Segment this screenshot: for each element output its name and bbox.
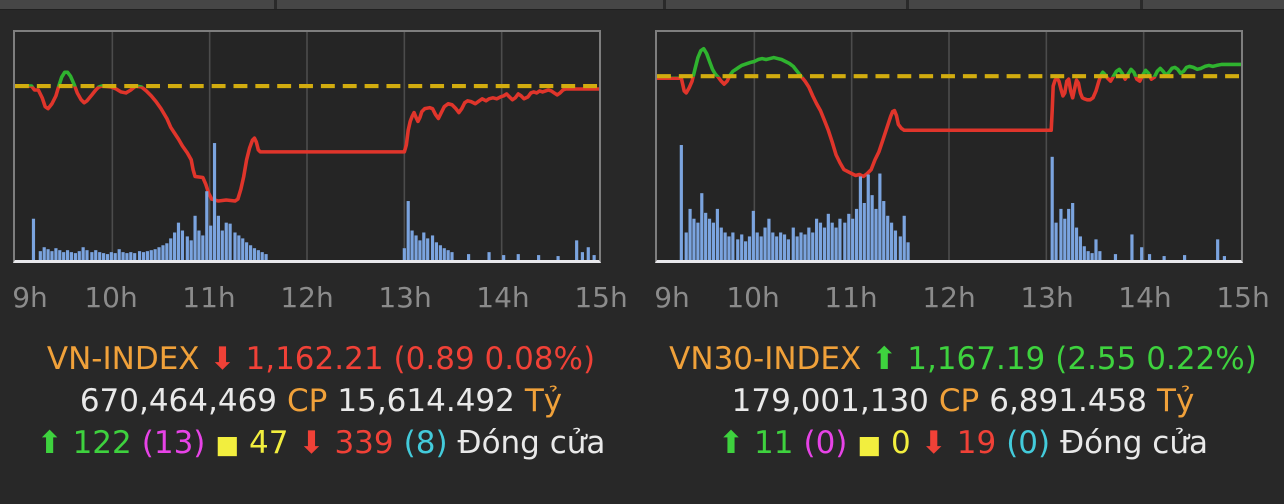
index-name: VN-INDEX	[46, 341, 200, 377]
time-tick-label: 14h	[476, 281, 530, 314]
time-tick-label: 14h	[1118, 281, 1172, 314]
time-tick-label: 10h	[84, 281, 138, 314]
ceiling-count: (0)	[803, 425, 848, 461]
vn30-index-panel: 9h 10h 11h 12h 13h 14h 15h VN30-INDEX ⬆ 1,167.19…	[642, 0, 1284, 504]
time-tick-label: 13h	[378, 281, 432, 314]
ceiling-count: (13)	[141, 425, 206, 461]
session-status: Đóng cửa	[1060, 425, 1208, 461]
total-shares: 179,001,130	[731, 383, 929, 419]
floor-count: (8)	[403, 425, 448, 461]
time-tick-label: 15h	[574, 281, 628, 314]
decliners-icon: ⬇	[298, 425, 325, 461]
index-change: (2.55 0.22%)	[1055, 341, 1257, 377]
vn-index-headline: VN-INDEX ⬇ 1,162.21 (0.89 0.08%)	[0, 338, 642, 380]
decliners-count: 339	[334, 425, 394, 461]
advancers-icon: ⬆	[36, 425, 63, 461]
advancers-count: 11	[754, 425, 794, 461]
unchanged-count: 47	[249, 425, 289, 461]
vn-index-chart-canvas	[15, 32, 599, 260]
vn30-index-chart-canvas	[657, 32, 1241, 260]
value-unit: Tỷ	[1157, 383, 1195, 419]
vn-index-chart[interactable]	[13, 30, 601, 263]
unchanged-icon: ■	[215, 430, 240, 459]
unchanged-count: 0	[891, 425, 911, 461]
time-tick-label: 9h	[654, 281, 690, 314]
decliners-icon: ⬇	[920, 425, 947, 461]
strip-divider	[663, 0, 666, 9]
vn-index-breadth-row: ⬆ 122 (13) ■ 47 ⬇ 339 (8) Đóng cửa	[0, 422, 642, 466]
advancers-count: 122	[72, 425, 132, 461]
total-value: 15,614.492	[337, 383, 515, 419]
value-unit: Tỷ	[524, 383, 563, 419]
vn30-index-time-axis: 9h 10h 11h 12h 13h 14h 15h	[654, 281, 1269, 317]
index-change: (0.89 0.08%)	[393, 341, 596, 377]
index-name: VN30-INDEX	[669, 341, 862, 377]
session-status: Đóng cửa	[457, 425, 606, 461]
shares-unit: CP	[938, 383, 980, 419]
index-value: 1,162.21	[245, 341, 384, 377]
vn30-index-chart[interactable]	[655, 30, 1243, 263]
change-direction-icon: ⬆	[871, 341, 898, 377]
time-tick-label: 12h	[922, 281, 976, 314]
shares-unit: CP	[287, 383, 328, 419]
vn-index-volume-row: 670,464,469 CP 15,614.492 Tỷ	[0, 380, 642, 422]
advancers-icon: ⬆	[718, 425, 745, 461]
time-tick-label: 9h	[12, 281, 48, 314]
time-tick-label: 11h	[824, 281, 878, 314]
strip-divider	[274, 0, 277, 9]
index-value: 1,167.19	[907, 341, 1046, 377]
vn30-index-breadth-row: ⬆ 11 (0) ■ 0 ⬇ 19 (0) Đóng cửa	[642, 422, 1284, 466]
change-direction-icon: ⬇	[209, 341, 236, 377]
vn30-index-volume-row: 179,001,130 CP 6,891.458 Tỷ	[642, 380, 1284, 422]
window-chrome-strip	[0, 0, 1284, 10]
time-tick-label: 12h	[280, 281, 334, 314]
total-shares: 670,464,469	[79, 383, 278, 419]
time-tick-label: 11h	[182, 281, 236, 314]
vn30-index-stats: VN30-INDEX ⬆ 1,167.19 (2.55 0.22%) 179,001,…	[642, 338, 1284, 466]
vn-index-panel: 9h 10h 11h 12h 13h 14h 15h VN-INDEX ⬇ 1,162.21 (0…	[0, 30, 642, 466]
time-tick-label: 15h	[1216, 281, 1270, 314]
vn-index-stats: VN-INDEX ⬇ 1,162.21 (0.89 0.08%) 670,464,46…	[0, 338, 642, 466]
time-tick-label: 13h	[1020, 281, 1074, 314]
total-value: 6,891.458	[989, 383, 1148, 419]
strip-divider	[906, 0, 909, 9]
unchanged-icon: ■	[857, 430, 882, 459]
floor-count: (0)	[1006, 425, 1051, 461]
time-tick-label: 10h	[726, 281, 780, 314]
decliners-count: 19	[956, 425, 997, 461]
vn30-index-headline: VN30-INDEX ⬆ 1,167.19 (2.55 0.22%)	[642, 338, 1284, 380]
vn-index-time-axis: 9h 10h 11h 12h 13h 14h 15h	[12, 281, 627, 317]
strip-divider	[1140, 0, 1143, 9]
